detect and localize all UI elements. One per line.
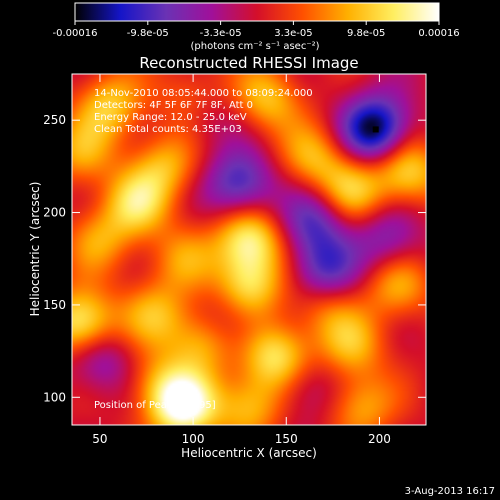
x-axis-ticks: 50 100 150 200 [92, 74, 391, 446]
x-axis-label: Heliocentric X (arcsec) [181, 446, 317, 460]
colorbar-tick-label: -9.8e-05 [127, 28, 169, 39]
annotation-detectors: Detectors: 4F 5F 6F 7F 8F, Att 0 [94, 100, 253, 111]
peak-position-note: Position of Peak: [95,95] [94, 400, 216, 411]
x-tick-label: 50 [92, 432, 107, 446]
peak-marker [372, 126, 379, 133]
colorbar-tick-label: -0.00016 [53, 28, 98, 39]
x-tick-label: 200 [368, 432, 391, 446]
colorbar-units-label: (photons cm⁻² s⁻¹ asec⁻²) [190, 41, 319, 52]
y-axis-label: Heliocentric Y (arcsec) [28, 182, 42, 317]
chart-title: Reconstructed RHESSI Image [139, 54, 358, 72]
annotation-clean-counts: Clean Total counts: 4.35E+03 [94, 124, 242, 135]
annotation-time-range: 14-Nov-2010 08:05:44.000 to 08:09:24.000 [94, 88, 313, 99]
x-tick-label: 100 [182, 432, 205, 446]
x-tick-label: 150 [275, 432, 298, 446]
annotation-block: 14-Nov-2010 08:05:44.000 to 08:09:24.000… [94, 88, 313, 135]
plot-frame [71, 73, 427, 426]
colorbar-tick-label: 0.00016 [418, 28, 459, 39]
y-tick-label: 150 [43, 298, 66, 312]
y-tick-label: 100 [43, 390, 66, 404]
y-axis-ticks: 100 150 200 250 [43, 113, 426, 404]
annotation-energy-range: Energy Range: 12.0 - 25.0 keV [94, 112, 247, 123]
y-tick-label: 200 [43, 206, 66, 220]
colorbar-tick-label: 3.3e-05 [274, 28, 312, 39]
heatmap-image [72, 74, 426, 425]
y-tick-label: 250 [43, 113, 66, 127]
colorbar-tick-label: 9.8e-05 [347, 28, 385, 39]
timestamp: 3-Aug-2013 16:17 [405, 486, 495, 497]
colorbar-ticks: -0.00016 -9.8e-05 -3.3e-05 3.3e-05 9.8e-05 0.… [53, 21, 460, 39]
colorbar [74, 2, 440, 22]
colorbar-tick-label: -3.3e-05 [200, 28, 242, 39]
